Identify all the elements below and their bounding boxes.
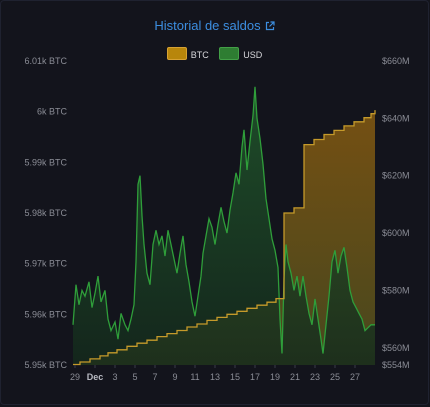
external-link-icon[interactable] <box>265 19 275 34</box>
x-tick-label: 29 <box>70 372 80 382</box>
x-tick-label: 17 <box>250 372 260 382</box>
x-tick-label: 23 <box>310 372 320 382</box>
x-tick-label: 21 <box>290 372 300 382</box>
x-tick-label: 5 <box>132 372 137 382</box>
y-right-tick-label: $640M <box>382 113 410 123</box>
legend-swatch-usd <box>219 47 240 60</box>
chart-title[interactable]: Historial de saldos <box>154 18 261 33</box>
y-left-tick-label: 5.97k BTC <box>24 259 67 269</box>
legend-item-btc[interactable]: BTC <box>166 47 209 60</box>
y-right-tick-label: $660M <box>382 56 410 66</box>
x-tick-label: 13 <box>210 372 220 382</box>
x-tick-label: 9 <box>172 372 177 382</box>
y-right-tick-label: $560M <box>382 343 410 353</box>
btc-line <box>73 110 376 366</box>
legend-label-btc: BTC <box>190 50 209 60</box>
y-left-tick-label: 6k BTC <box>37 107 68 117</box>
y-left-tick-label: 5.95k BTC <box>24 360 67 370</box>
x-tick-label: 25 <box>330 372 340 382</box>
y-left-tick-label: 5.98k BTC <box>24 208 67 218</box>
legend-swatch-btc <box>166 47 187 60</box>
x-tick-label: 15 <box>230 372 240 382</box>
x-tick-label: 19 <box>270 372 280 382</box>
x-tick-label: 3 <box>112 372 117 382</box>
y-left-tick-label: 5.99k BTC <box>24 157 67 167</box>
x-tick-label: 7 <box>152 372 157 382</box>
usd-line <box>72 86 375 354</box>
x-tick-label: 11 <box>190 372 199 382</box>
y-right-tick-label: $600M <box>382 228 410 238</box>
legend-label-usd: USD <box>243 50 263 60</box>
x-tick-label: 27 <box>350 372 360 382</box>
y-left-tick-label: 5.96k BTC <box>24 309 67 319</box>
x-tick-label: Dec <box>87 372 104 382</box>
legend-item-usd[interactable]: USD <box>219 47 262 60</box>
y-right-tick-label: $580M <box>382 285 410 295</box>
y-left-tick-label: 6.01k BTC <box>24 56 67 66</box>
y-right-tick-label: $554M <box>382 360 410 370</box>
chart-legend: BTC USD <box>1 47 428 60</box>
chart-title-link[interactable]: Historial de saldos <box>1 18 428 34</box>
y-right-tick-label: $620M <box>382 171 410 181</box>
